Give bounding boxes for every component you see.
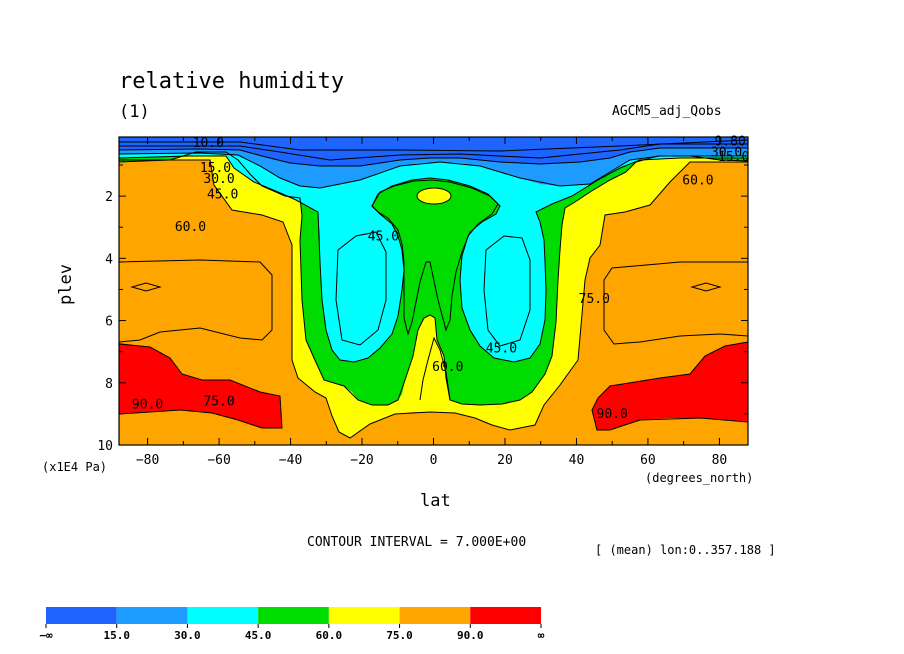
contour-line bbox=[690, 282, 722, 292]
dataset-name: AGCM5_adj_Qobs bbox=[612, 104, 722, 119]
contour-line bbox=[371, 179, 501, 336]
contour-label: 9.80 bbox=[714, 135, 745, 150]
contour-line bbox=[119, 152, 748, 189]
y-tick-label: 8 bbox=[105, 377, 113, 392]
chart-title: relative humidity bbox=[119, 69, 345, 94]
x-tick-label: −20 bbox=[350, 453, 373, 468]
colorbar-swatch bbox=[116, 607, 188, 624]
y-tick-label: 4 bbox=[105, 252, 113, 267]
colorbar-label: 90.0 bbox=[457, 629, 484, 642]
contour-label: 45.0 bbox=[486, 342, 517, 357]
chart-subtitle: (1) bbox=[119, 102, 150, 122]
colorbar-label: 75.0 bbox=[386, 629, 413, 642]
colorbar: −∞ 15.0 30.0 45.0 60.0 75.0 90.0 ∞ bbox=[39, 607, 545, 642]
x-tick-label: −80 bbox=[136, 453, 159, 468]
y-tick-label: 6 bbox=[105, 315, 113, 330]
colorbar-swatch bbox=[399, 607, 471, 624]
contour-fills bbox=[119, 137, 748, 445]
colorbar-label: 15.0 bbox=[103, 629, 130, 642]
colorbar-swatch bbox=[46, 607, 117, 624]
x-tick-label: 60 bbox=[640, 453, 656, 468]
contour-label: 45.0 bbox=[207, 188, 238, 203]
contour-label: 15.0 bbox=[718, 150, 749, 165]
contour-labels: 10.015.030.045.060.045.045.060.075.090.0… bbox=[132, 135, 749, 422]
colorbar-label: ∞ bbox=[538, 629, 545, 642]
fill-red-right bbox=[592, 342, 748, 430]
contour-line bbox=[416, 187, 452, 205]
colorbar-label: 30.0 bbox=[174, 629, 201, 642]
axis-tick-labels: −80 −60 −40 −20 0 20 40 60 80 2 4 6 8 10 bbox=[97, 190, 727, 468]
contour-line bbox=[119, 151, 748, 406]
contour-label: 60.0 bbox=[175, 220, 206, 235]
contour-line bbox=[591, 341, 748, 431]
contour-line bbox=[419, 336, 451, 401]
contour-label: 75.0 bbox=[203, 394, 234, 409]
x-tick-label: −40 bbox=[279, 453, 302, 468]
x-tick-label: 80 bbox=[712, 453, 728, 468]
contour-line bbox=[603, 261, 748, 345]
y-tick-label: 10 bbox=[97, 439, 113, 454]
colorbar-label: 60.0 bbox=[316, 629, 343, 642]
colorbar-label: 45.0 bbox=[245, 629, 272, 642]
colorbar-label: −∞ bbox=[39, 629, 53, 642]
colorbar-swatch bbox=[470, 607, 541, 624]
x-tick-label: 0 bbox=[430, 453, 438, 468]
contour-label: 60.0 bbox=[682, 174, 713, 189]
contour-label: 10.0 bbox=[193, 136, 224, 151]
x-tick-label: 40 bbox=[569, 453, 585, 468]
y-axis-unit: (x1E4 Pa) bbox=[42, 460, 108, 474]
contour-line bbox=[119, 155, 748, 363]
x-axis-label: lat bbox=[420, 491, 451, 511]
contour-line bbox=[119, 343, 283, 429]
contour-lines bbox=[119, 139, 748, 439]
contour-label: 75.0 bbox=[579, 292, 610, 307]
contour-line bbox=[119, 159, 748, 439]
x-tick-label: −60 bbox=[207, 453, 230, 468]
x-axis-unit: (degrees_north) bbox=[645, 471, 754, 485]
fill-yellow-center bbox=[420, 338, 450, 400]
contour-line bbox=[119, 139, 748, 152]
contour-line bbox=[130, 282, 162, 292]
mean-note: [ (mean) lon:0..357.188 ] bbox=[595, 543, 776, 557]
fill-darkblue bbox=[119, 137, 748, 166]
contour-line bbox=[119, 259, 273, 343]
x-tick-label: 20 bbox=[497, 453, 513, 468]
contour-label: 15.0 bbox=[200, 161, 231, 176]
contour-line bbox=[335, 231, 387, 346]
fill-yellow-blob bbox=[417, 188, 451, 204]
colorbar-swatch bbox=[258, 607, 329, 624]
contour-interval-note: CONTOUR INTERVAL = 7.000E+00 bbox=[307, 535, 527, 550]
contour-label: 30.0 bbox=[203, 172, 234, 187]
contour-label: 30.0 bbox=[711, 146, 742, 161]
axis-ticks bbox=[119, 137, 748, 446]
contour-label: 45.0 bbox=[368, 230, 399, 245]
y-tick-label: 2 bbox=[105, 190, 113, 205]
colorbar-swatch bbox=[187, 607, 259, 624]
contour-line bbox=[483, 235, 531, 347]
contour-label: 90.0 bbox=[132, 398, 163, 413]
fill-red-left bbox=[119, 343, 282, 428]
colorbar-swatch bbox=[328, 607, 400, 624]
contour-line bbox=[119, 147, 748, 167]
contour-label: 60.0 bbox=[432, 360, 463, 375]
contour-label: 90.0 bbox=[597, 407, 628, 422]
contour-line bbox=[119, 143, 748, 161]
